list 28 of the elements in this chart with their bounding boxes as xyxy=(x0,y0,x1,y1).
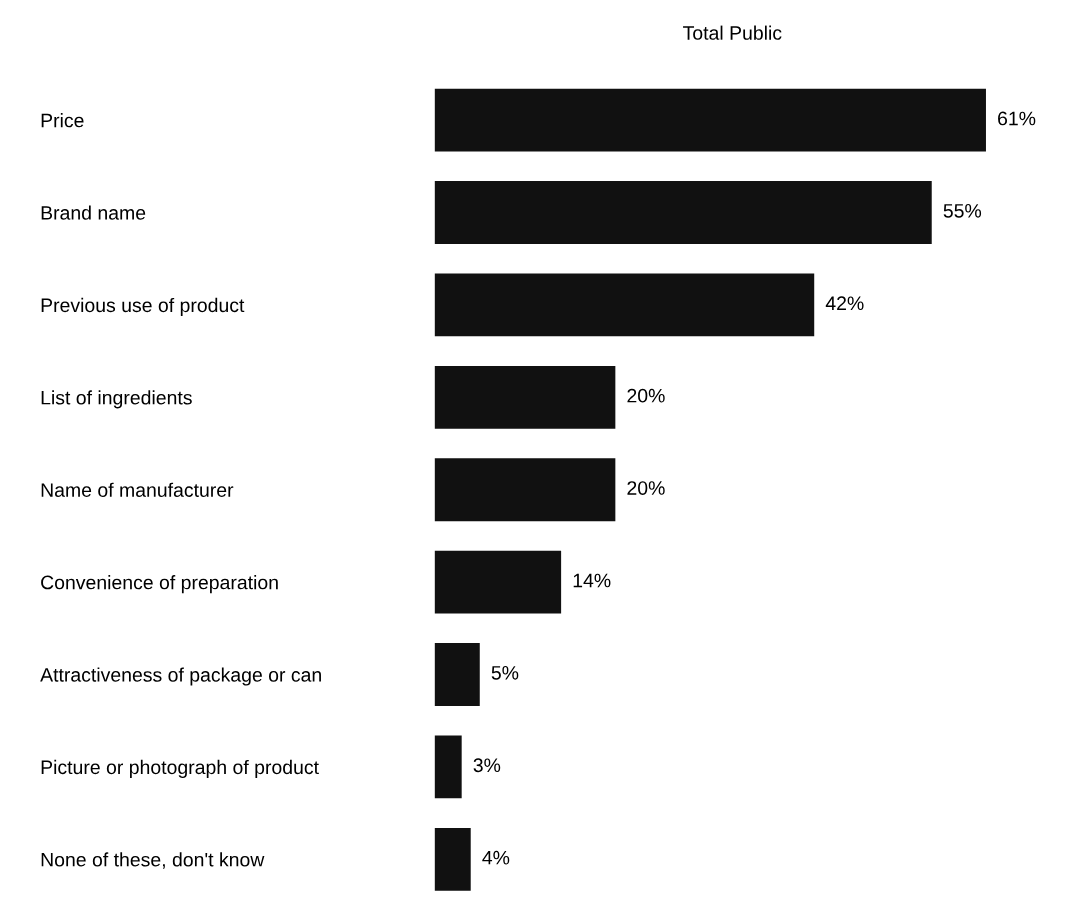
y-tick-label: List of ingredients xyxy=(41,390,192,409)
data-label: 61% xyxy=(998,111,1036,126)
data-label: 14% xyxy=(573,573,611,588)
data-label: 55% xyxy=(943,204,982,218)
y-tick-label: Attractiveness of package or can xyxy=(40,667,321,686)
bar xyxy=(434,181,932,244)
data-label: 20% xyxy=(627,481,665,495)
y-tick-label: Name of manufacturer xyxy=(41,482,234,497)
y-tick-label: None of these, don't know xyxy=(41,852,265,869)
data-label: 3% xyxy=(473,758,501,773)
y-tick-label: Price xyxy=(41,113,84,128)
data-label: 20% xyxy=(627,388,665,403)
bar xyxy=(434,458,616,522)
data-label: 5% xyxy=(491,666,519,680)
bar xyxy=(434,827,471,891)
y-tick-label: Picture or photograph of product xyxy=(41,759,319,778)
y-tick-label: Brand name xyxy=(41,205,146,220)
bar xyxy=(434,273,815,337)
data-label: 4% xyxy=(482,850,510,865)
bar xyxy=(434,365,616,429)
bar xyxy=(434,88,986,152)
bar xyxy=(434,550,562,614)
y-tick-label: Convenience of preparation xyxy=(41,575,278,594)
bar xyxy=(434,735,462,799)
y-tick-label: Previous use of product xyxy=(41,297,245,316)
chart-title: Total Public xyxy=(683,25,782,40)
data-label: 42% xyxy=(825,296,864,311)
bar xyxy=(434,643,480,706)
